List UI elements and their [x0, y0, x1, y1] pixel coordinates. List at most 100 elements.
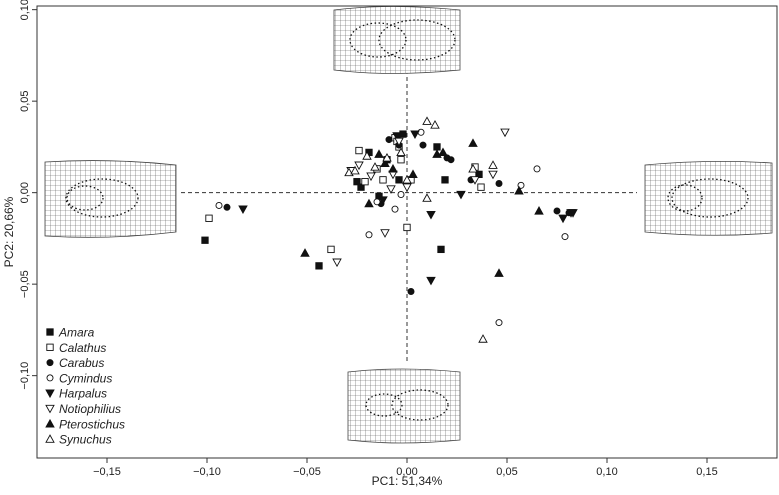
- data-point: [568, 209, 578, 218]
- data-point: [426, 210, 436, 220]
- legend-label: Notiophilius: [59, 402, 121, 416]
- x-tick-label: −0,15: [93, 466, 121, 478]
- series-synuchus: [344, 116, 498, 343]
- data-point: [422, 116, 432, 125]
- legend-label: Carabus: [59, 356, 104, 370]
- data-point: [495, 180, 503, 187]
- series-notiophilius: [332, 128, 510, 268]
- data-point: [300, 248, 310, 257]
- legend-label: Synuchus: [59, 433, 112, 447]
- data-point: [447, 156, 455, 164]
- legend-marker: [46, 374, 54, 382]
- data-point: [205, 214, 213, 222]
- data-point: [396, 147, 406, 157]
- data-point: [456, 190, 466, 200]
- y-axis-title: PC2: 20,66%: [2, 196, 16, 267]
- data-point: [315, 262, 323, 270]
- data-point: [355, 146, 363, 155]
- data-point: [364, 198, 374, 208]
- data-point: [388, 163, 398, 173]
- data-point: [468, 138, 478, 147]
- data-point: [382, 152, 392, 162]
- data-point: [488, 160, 498, 169]
- data-point: [470, 176, 480, 185]
- x-tick-label: 0,15: [696, 466, 717, 478]
- data-point: [379, 176, 387, 184]
- series-cymindus: [215, 128, 569, 327]
- data-point: [223, 203, 231, 211]
- data-point: [433, 143, 441, 151]
- series-carabus: [223, 136, 573, 295]
- legend-marker: [46, 359, 54, 367]
- data-point: [500, 128, 510, 138]
- data-point: [397, 156, 405, 164]
- legend-marker: [45, 389, 55, 399]
- data-point: [380, 229, 390, 238]
- data-point: [410, 130, 420, 140]
- data-point: [395, 176, 403, 184]
- data-point: [408, 169, 418, 179]
- data-point: [437, 245, 445, 254]
- legend-label: Amara: [58, 326, 95, 340]
- data-point: [385, 136, 393, 144]
- data-point: [374, 149, 384, 158]
- data-point: [494, 268, 504, 277]
- data-point: [399, 130, 407, 138]
- series-pterostichus: [300, 138, 544, 277]
- data-point: [350, 165, 360, 175]
- data-point: [558, 214, 568, 224]
- data-point: [402, 183, 412, 193]
- data-point: [430, 120, 440, 129]
- deformation-grid-top: [333, 6, 461, 74]
- legend-marker: [46, 328, 54, 336]
- y-tick-label: 0,00: [19, 182, 31, 203]
- x-tick-label: 0,00: [396, 466, 417, 478]
- deformation-grid-right: [644, 161, 773, 236]
- data-point: [553, 207, 561, 215]
- deformation-grid-bottom: [347, 368, 461, 444]
- x-tick-label: −0,05: [293, 466, 321, 478]
- x-tick-label: −0,10: [193, 466, 221, 478]
- x-tick-label: 0,05: [496, 466, 517, 478]
- data-point: [514, 185, 524, 195]
- data-point: [488, 170, 498, 180]
- data-point: [238, 205, 248, 215]
- data-point: [477, 183, 485, 191]
- legend-marker: [46, 343, 54, 351]
- data-point: [426, 276, 436, 286]
- data-point: [534, 206, 544, 215]
- x-axis-title: PC1: 51,34%: [372, 474, 443, 488]
- deformation-grid-left: [44, 160, 177, 238]
- data-point: [391, 205, 399, 213]
- legend-label: Harpalus: [59, 387, 107, 401]
- data-point: [332, 258, 342, 268]
- y-tick-label: 0,10: [19, 0, 31, 20]
- legend-label: Cymindus: [59, 371, 112, 385]
- x-tick-label: 0,10: [596, 466, 617, 478]
- data-point: [478, 334, 488, 343]
- data-point: [419, 141, 427, 149]
- legend-marker: [45, 404, 55, 414]
- data-point: [392, 132, 402, 141]
- data-point: [354, 161, 364, 171]
- legend-marker: [45, 434, 55, 443]
- data-point: [365, 231, 373, 239]
- data-point: [403, 223, 411, 232]
- legend-label: Pterostichus: [59, 417, 125, 431]
- data-point: [407, 287, 415, 295]
- series-amara: [201, 130, 483, 270]
- y-tick-label: 0,05: [19, 90, 31, 111]
- data-point: [397, 190, 405, 198]
- legend-marker: [45, 418, 55, 428]
- data-point: [362, 151, 372, 160]
- data-point: [366, 172, 376, 182]
- y-tick-label: −0,10: [19, 362, 31, 390]
- data-point: [394, 137, 404, 147]
- data-point: [561, 233, 569, 241]
- data-point: [353, 178, 361, 186]
- data-point: [468, 163, 478, 173]
- data-point: [441, 176, 449, 184]
